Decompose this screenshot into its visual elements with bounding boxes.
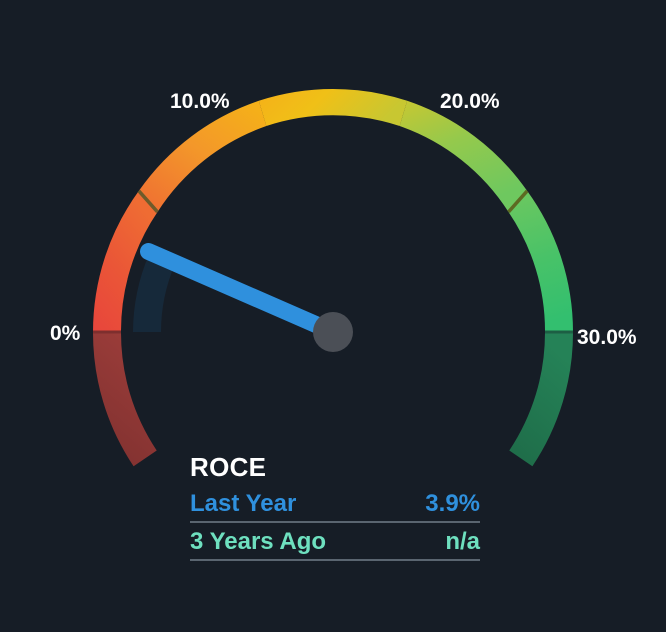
legend-value-last-year: 3.9% [425,490,480,517]
legend-row-three-years-ago: 3 Years Ago n/a [190,528,480,561]
gauge-hub [313,312,353,352]
tick-label-0: 0% [50,322,81,345]
tick-label-30: 30.0% [577,326,637,349]
legend-label-three-years-ago: 3 Years Ago [190,528,327,555]
legend-value-three-years-ago: n/a [445,528,480,555]
gauge-legend: ROCE Last Year 3.9% 3 Years Ago n/a [190,452,480,563]
gauge-needle [140,243,342,341]
legend-row-last-year: Last Year 3.9% [190,490,480,523]
tick-label-10: 10.0% [170,90,230,113]
gauge-extension-high [509,332,574,467]
tick-label-20: 20.0% [440,90,500,113]
tick-mark-10 [137,189,159,214]
gauge-extension-low [92,332,157,467]
tick-mark-20 [507,189,529,214]
chart-title: ROCE [190,452,267,482]
legend-label-last-year: Last Year [190,490,297,517]
gauge-color-band [93,89,573,332]
gauge-value-track [133,253,176,332]
